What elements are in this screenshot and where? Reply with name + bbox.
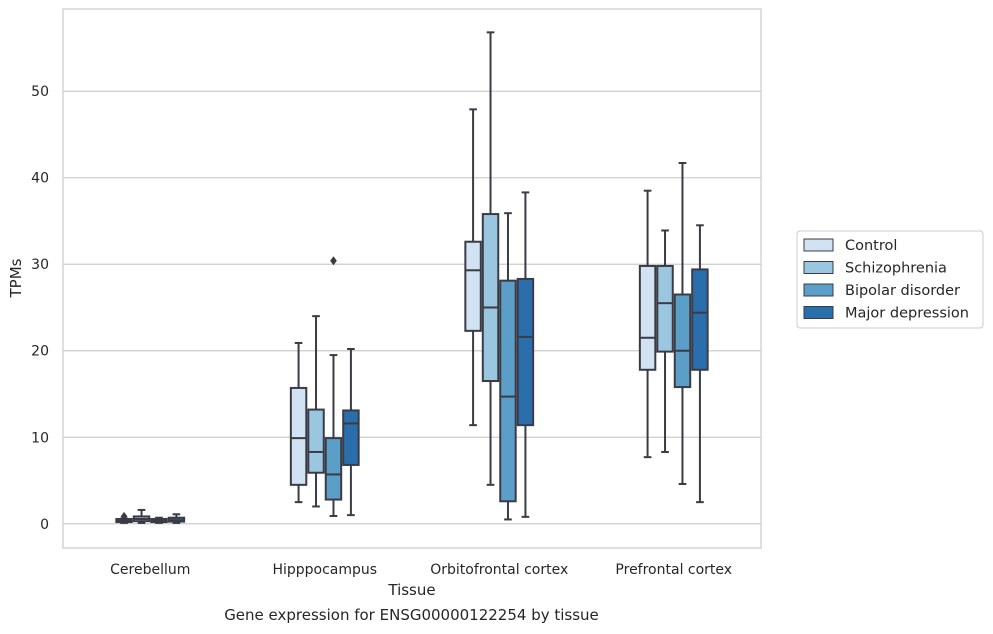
box-1-1 <box>307 315 325 508</box>
box-3-1 <box>656 229 674 453</box>
legend-label: Bipolar disorder <box>845 283 960 299</box>
x-axis-label: Tissue <box>387 581 435 599</box>
chart-caption: Gene expression for ENSG00000122254 by t… <box>224 606 599 624</box>
legend-entry: Control <box>803 238 897 254</box>
legend-swatch <box>803 283 834 297</box>
y-tick-label: 40 <box>31 171 49 187</box>
box-iqr <box>656 264 674 353</box>
box-0-3 <box>167 513 186 524</box>
y-tick-label: 0 <box>40 517 49 533</box>
legend-frame <box>796 230 984 329</box>
box-iqr <box>638 264 657 371</box>
legend-label: Control <box>845 238 897 254</box>
box-1-3 <box>342 348 360 517</box>
y-axis-ticks: 0 10 20 30 40 50 <box>31 84 49 533</box>
box-iqr <box>691 268 709 371</box>
legend-label: Schizophrenia <box>845 261 947 277</box>
legend-swatch <box>803 238 834 252</box>
box-0-1 <box>132 508 151 524</box>
x-tick-label: Orbitofrontal cortex <box>430 562 568 578</box>
box-3-2 <box>673 162 692 485</box>
box-iqr <box>516 277 535 427</box>
y-tick-label: 20 <box>31 344 49 360</box>
box-iqr <box>307 408 325 474</box>
boxes <box>115 31 709 524</box>
plot-frame <box>62 8 762 549</box>
x-tick-label: Cerebellum <box>110 562 190 578</box>
box-0-0 <box>115 511 133 524</box>
box-3-0 <box>638 189 657 459</box>
box-2-3 <box>516 191 535 518</box>
legend-entry: Bipolar disorder <box>803 283 960 299</box>
box-2-1 <box>481 31 500 486</box>
y-tick-label: 50 <box>31 84 49 100</box>
legend: Control Schizophrenia Bipolar disorder Majo… <box>796 230 984 329</box>
box-3-3 <box>691 224 709 504</box>
box-iqr <box>342 409 360 466</box>
box-1-2 <box>324 256 343 517</box>
legend-swatch <box>803 306 834 319</box>
x-tick-label: Hipppocampus <box>272 562 377 578</box>
outlier-point <box>330 256 337 266</box>
box-iqr <box>673 293 692 389</box>
box-iqr <box>499 279 517 503</box>
gridlines <box>63 90 761 525</box>
y-axis-label: TPMs <box>7 258 25 298</box>
box-2-0 <box>464 108 482 427</box>
box-0-2 <box>150 516 168 524</box>
legend-entry: Schizophrenia <box>803 261 947 277</box>
legend-label: Major depression <box>845 306 969 322</box>
box-iqr <box>324 437 343 501</box>
legend-entry: Major depression <box>803 306 969 322</box>
y-tick-label: 30 <box>31 257 49 273</box>
outlier-point <box>120 511 128 521</box>
box-1-0 <box>289 341 308 504</box>
x-axis-ticks: Cerebellum Hipppocampus Orbitofrontal cort… <box>110 562 732 578</box>
legend-swatch <box>803 261 834 274</box>
box-iqr <box>464 240 482 332</box>
box-iqr <box>481 213 500 383</box>
x-tick-label: Prefrontal cortex <box>615 562 732 578</box>
box-2-2 <box>499 212 517 521</box>
box-iqr <box>289 386 308 486</box>
y-tick-label: 10 <box>31 430 49 446</box>
